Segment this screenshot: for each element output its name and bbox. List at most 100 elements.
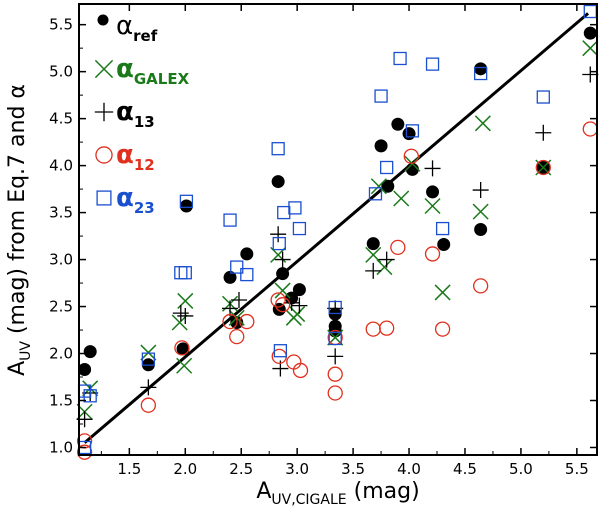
y-tick-label: 5.5 bbox=[49, 16, 73, 34]
data-point-12 bbox=[582, 121, 598, 137]
data-point-13 bbox=[535, 124, 552, 141]
data-point-12 bbox=[434, 321, 451, 337]
data-point-ref bbox=[223, 270, 237, 284]
data-point-23 bbox=[328, 300, 342, 315]
data-point-galex bbox=[228, 309, 245, 326]
data-point-12 bbox=[229, 328, 245, 345]
data-point-12 bbox=[174, 340, 190, 356]
data-point-23 bbox=[230, 260, 244, 274]
data-point-23 bbox=[473, 66, 488, 81]
data-point-23 bbox=[368, 187, 383, 201]
data-point-galex bbox=[177, 292, 194, 309]
data-point-ref bbox=[366, 237, 380, 251]
data-point-13 bbox=[365, 262, 382, 279]
legend-marker bbox=[97, 14, 109, 26]
data-point-ref bbox=[374, 139, 388, 153]
data-point-13 bbox=[140, 379, 157, 396]
data-point-13 bbox=[291, 297, 308, 314]
data-point-13 bbox=[270, 226, 287, 243]
data-point-12 bbox=[379, 320, 395, 336]
data-point-galex bbox=[370, 178, 387, 195]
data-point-23 bbox=[292, 221, 307, 236]
legend: αref αGALEX α13 α12 α23 bbox=[94, 11, 190, 217]
legend-label: αGALEX bbox=[116, 54, 190, 88]
legend-marker bbox=[95, 146, 113, 164]
x-tick-label: 3.5 bbox=[341, 460, 365, 478]
data-point-galex bbox=[472, 203, 489, 220]
data-point-ref bbox=[292, 283, 306, 297]
legend-label: α12 bbox=[116, 140, 155, 174]
data-point-23 bbox=[536, 90, 550, 104]
data-point-ref bbox=[179, 199, 193, 213]
data-point-13 bbox=[222, 300, 239, 317]
data-point-ref bbox=[276, 267, 290, 281]
data-point-12 bbox=[327, 366, 343, 382]
data-point-13 bbox=[472, 182, 489, 199]
legend-marker bbox=[94, 102, 114, 122]
data-point-12 bbox=[535, 159, 551, 176]
data-point-ref bbox=[381, 179, 395, 193]
data-point-ref bbox=[583, 26, 597, 40]
legend-label: αref bbox=[116, 11, 158, 45]
x-axis-title: AUV,CIGALE (mag) bbox=[256, 479, 419, 508]
data-point-23 bbox=[272, 236, 286, 251]
y-tick-label: 5.0 bbox=[49, 63, 73, 81]
y-tick-label: 4.0 bbox=[49, 157, 73, 175]
data-point-23 bbox=[271, 142, 285, 156]
data-point-ref bbox=[78, 362, 92, 376]
data-point-23 bbox=[288, 201, 302, 215]
data-point-galex bbox=[424, 197, 441, 215]
x-tick-label: 2.0 bbox=[173, 460, 197, 478]
data-point-23 bbox=[393, 51, 407, 66]
data-point-23 bbox=[425, 57, 440, 71]
legend-marker bbox=[96, 190, 112, 206]
data-markers bbox=[76, 4, 599, 460]
data-point-ref bbox=[176, 342, 190, 356]
data-point-ref bbox=[426, 185, 440, 199]
y-tick-label: 1.0 bbox=[49, 438, 73, 456]
data-point-galex bbox=[582, 40, 599, 57]
data-point-13 bbox=[424, 160, 441, 177]
data-point-ref bbox=[83, 345, 97, 359]
data-point-23 bbox=[179, 194, 194, 208]
data-point-ref bbox=[271, 175, 285, 189]
data-point-galex bbox=[274, 282, 291, 299]
data-point-12 bbox=[424, 246, 441, 262]
data-point-23 bbox=[374, 89, 388, 103]
data-point-12 bbox=[390, 239, 406, 256]
data-point-23 bbox=[223, 213, 237, 227]
data-point-ref bbox=[328, 319, 342, 333]
y-tick-label: 3.5 bbox=[49, 204, 73, 222]
data-point-23 bbox=[380, 160, 394, 175]
x-tick-label: 1.5 bbox=[117, 460, 141, 478]
y-tick-label: 4.5 bbox=[49, 110, 73, 128]
y-tick-label: 1.5 bbox=[49, 392, 73, 410]
data-point-13 bbox=[172, 305, 189, 322]
data-point-23 bbox=[435, 221, 450, 236]
data-point-23 bbox=[273, 344, 288, 358]
data-point-galex bbox=[393, 190, 410, 207]
data-point-23 bbox=[141, 352, 156, 366]
fit-line bbox=[83, 12, 590, 444]
legend-marker bbox=[94, 59, 114, 79]
data-point-13 bbox=[283, 294, 300, 311]
data-point-12 bbox=[140, 397, 157, 413]
x-tick-label: 3.0 bbox=[285, 460, 309, 478]
data-point-12 bbox=[403, 148, 419, 164]
data-point-23 bbox=[83, 389, 97, 403]
data-point-12 bbox=[292, 362, 309, 379]
x-tick-label: 5.0 bbox=[509, 460, 533, 478]
data-point-galex bbox=[176, 357, 193, 374]
x-tick-label: 4.0 bbox=[397, 460, 421, 478]
data-point-12 bbox=[76, 444, 93, 460]
y-tick-label: 2.0 bbox=[49, 345, 73, 363]
data-point-13 bbox=[230, 291, 247, 308]
data-point-galex bbox=[376, 259, 393, 276]
fit-line-layer bbox=[83, 12, 590, 444]
data-point-galex bbox=[474, 115, 491, 132]
data-point-ref bbox=[240, 247, 254, 261]
x-tick-label: 5.5 bbox=[565, 460, 589, 478]
data-point-12 bbox=[472, 278, 489, 294]
x-tick-label: 4.5 bbox=[453, 460, 477, 478]
